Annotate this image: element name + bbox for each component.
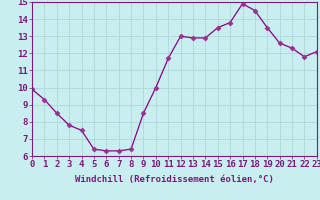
X-axis label: Windchill (Refroidissement éolien,°C): Windchill (Refroidissement éolien,°C): [75, 175, 274, 184]
